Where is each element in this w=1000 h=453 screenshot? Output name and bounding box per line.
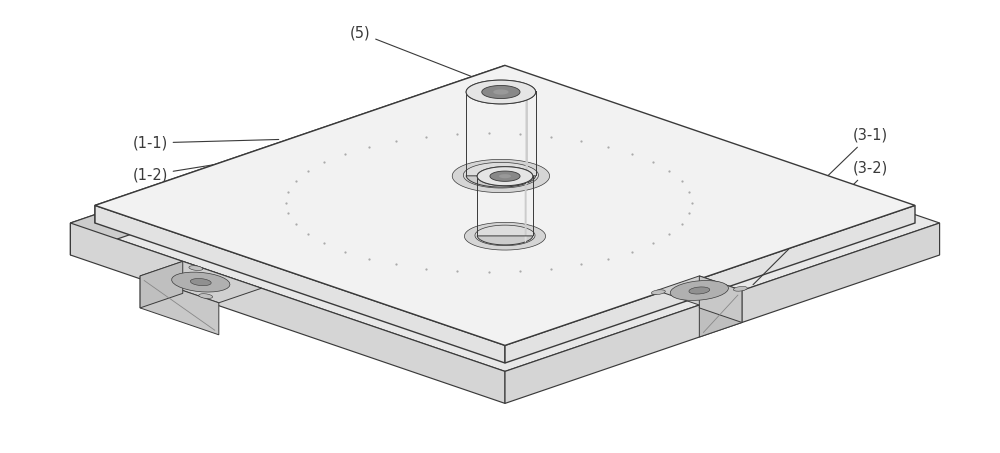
Text: (3-2): (3-2) [753, 160, 888, 285]
Polygon shape [477, 177, 533, 245]
Polygon shape [493, 89, 509, 95]
Polygon shape [505, 205, 915, 363]
Polygon shape [482, 86, 520, 99]
Polygon shape [463, 162, 538, 188]
Polygon shape [499, 174, 511, 178]
Polygon shape [651, 290, 665, 294]
Text: (1-1): (1-1) [132, 135, 279, 150]
Polygon shape [475, 225, 535, 246]
Polygon shape [70, 223, 505, 404]
Polygon shape [466, 92, 536, 187]
Polygon shape [199, 294, 213, 299]
Polygon shape [689, 287, 710, 294]
Text: (5): (5) [350, 25, 493, 85]
Text: (1-2): (1-2) [132, 156, 266, 183]
Polygon shape [140, 261, 183, 308]
Polygon shape [189, 265, 203, 270]
Polygon shape [699, 290, 742, 337]
Polygon shape [733, 286, 747, 291]
Polygon shape [657, 276, 742, 305]
Polygon shape [140, 261, 261, 303]
Polygon shape [699, 276, 742, 323]
Polygon shape [95, 205, 505, 363]
Polygon shape [670, 280, 729, 300]
Text: (3-1): (3-1) [741, 127, 888, 260]
Polygon shape [466, 80, 536, 104]
Polygon shape [490, 171, 520, 181]
Polygon shape [464, 222, 546, 250]
Polygon shape [95, 65, 915, 345]
Polygon shape [190, 279, 211, 286]
Polygon shape [95, 65, 505, 223]
Polygon shape [505, 223, 940, 404]
Polygon shape [70, 75, 505, 255]
Polygon shape [70, 75, 940, 371]
Polygon shape [452, 159, 550, 193]
Text: (1-3): (1-3) [472, 211, 778, 272]
Polygon shape [172, 272, 230, 292]
Polygon shape [140, 276, 219, 335]
Polygon shape [477, 167, 533, 186]
